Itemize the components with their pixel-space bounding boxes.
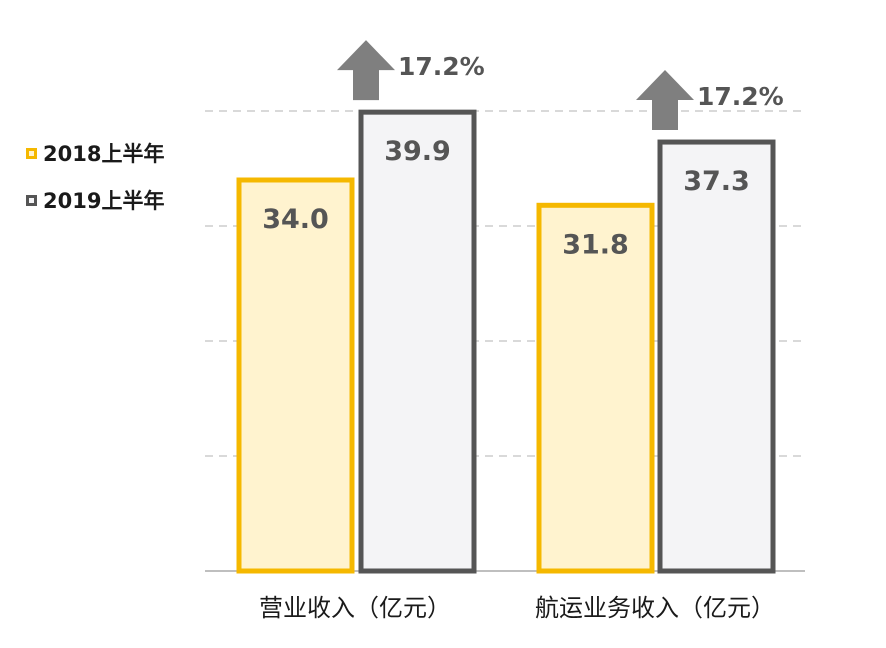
data-label: 37.3 xyxy=(683,166,750,197)
legend: 2018上半年 2019上半年 xyxy=(26,140,164,234)
data-label: 34.0 xyxy=(262,204,329,235)
legend-swatch-2019 xyxy=(26,194,37,206)
bar-2018-0 xyxy=(236,177,355,574)
growth-label: 17.2% xyxy=(398,52,485,81)
growth-arrows xyxy=(337,40,694,131)
bars xyxy=(236,109,776,574)
legend-item-2018: 2018上半年 xyxy=(26,140,164,166)
category-label: 航运业务收入（亿元） xyxy=(535,594,775,622)
up-arrow-icon xyxy=(337,40,395,101)
growth-label: 17.2% xyxy=(697,82,784,111)
bar-2019-0 xyxy=(358,109,477,574)
data-label: 39.9 xyxy=(384,136,451,167)
legend-item-2019: 2019上半年 xyxy=(26,187,164,213)
bar-2018-1 xyxy=(536,202,655,574)
bar-2019-1 xyxy=(657,139,776,574)
data-label: 31.8 xyxy=(562,229,629,260)
legend-label-2018: 2018上半年 xyxy=(43,142,165,166)
legend-label-2019: 2019上半年 xyxy=(43,189,165,213)
up-arrow-icon xyxy=(636,70,694,131)
category-labels: 营业收入（亿元） 航运业务收入（亿元） xyxy=(259,594,775,622)
legend-swatch-2018 xyxy=(26,147,37,159)
data-labels: 34.0 39.9 17.2% 31.8 37.3 17.2% xyxy=(262,52,784,260)
category-label: 营业收入（亿元） xyxy=(259,594,451,622)
